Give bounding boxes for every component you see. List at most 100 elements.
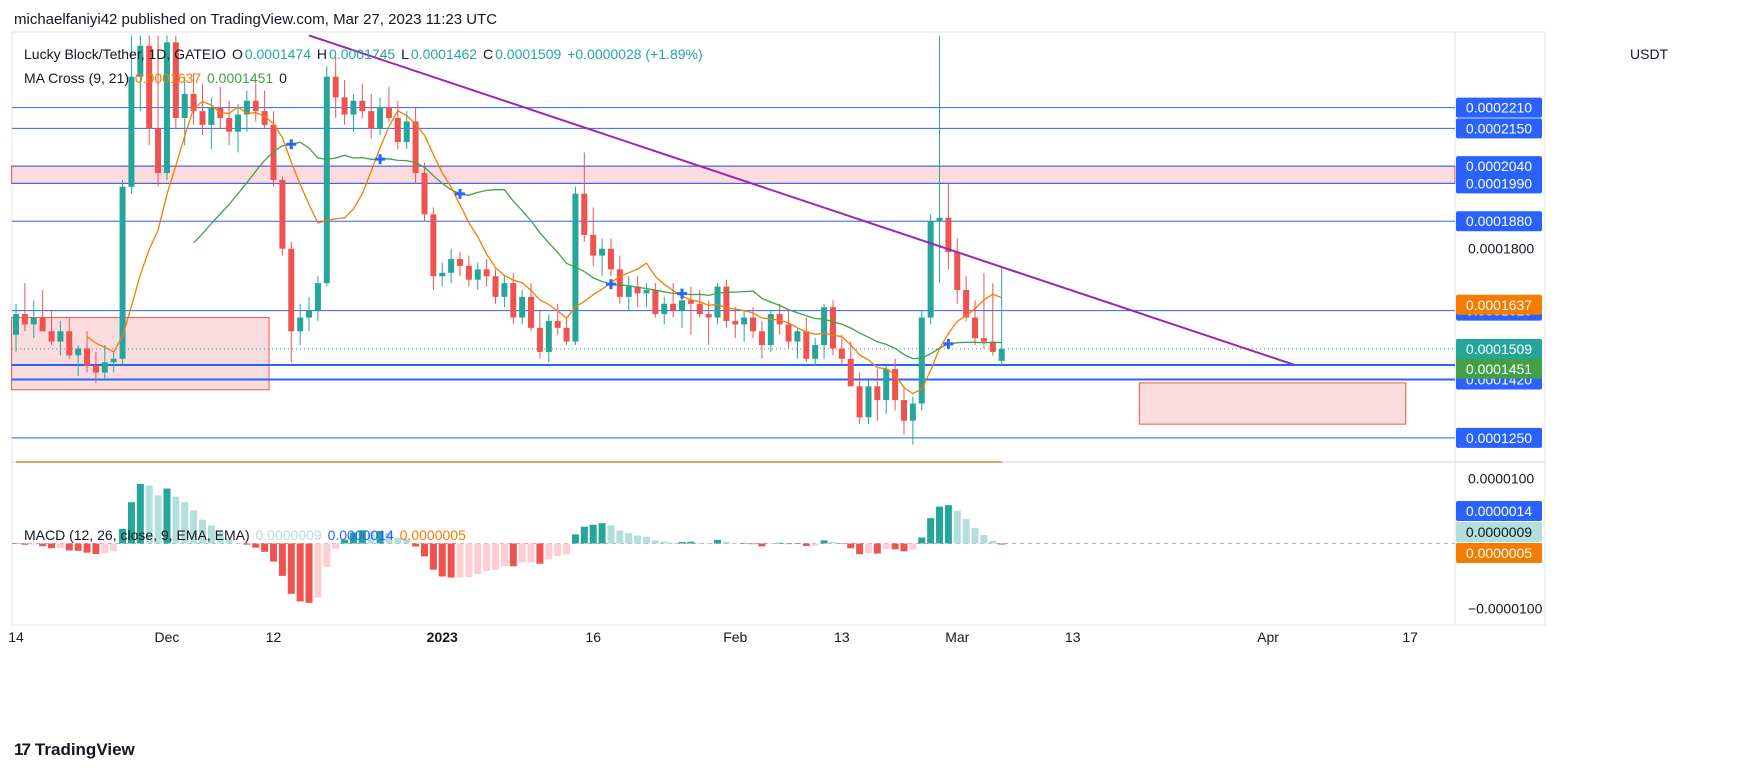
candle-up	[243, 100, 250, 115]
macd-histogram-bar	[420, 543, 428, 557]
macd-histogram-bar	[953, 510, 961, 544]
macd-histogram-bar	[83, 543, 91, 553]
candle-down	[758, 331, 765, 346]
candle-down	[829, 307, 836, 349]
macd-histogram-bar	[669, 542, 677, 544]
price-tick-label: 0.0001800	[1468, 241, 1534, 257]
macd-histogram-bar	[856, 543, 864, 555]
macd-histogram-bar	[305, 543, 313, 603]
macd-histogram-bar	[119, 528, 127, 544]
macd-histogram-bar	[518, 543, 526, 563]
candle-up	[30, 317, 37, 325]
candle-up	[306, 310, 313, 318]
candle-down	[483, 269, 490, 277]
level-badge-bg	[1456, 211, 1542, 232]
open-label: O	[231, 46, 243, 62]
macd-histogram-bar	[296, 543, 304, 602]
candle-up	[679, 300, 685, 311]
time-tick-label: Mar	[945, 629, 969, 645]
close-label: C	[482, 46, 494, 62]
macd-histogram-bar	[829, 541, 837, 544]
macd-histogram-bar	[944, 505, 952, 544]
currency-label: USDT	[1630, 46, 1669, 62]
candle-down	[972, 317, 979, 339]
close-value: 0.0001509	[495, 46, 562, 62]
macd-histogram-bar	[323, 543, 331, 567]
ma-label[interactable]: MA Cross (9, 21)	[24, 70, 130, 86]
macd-hist-value: 0.0000009	[255, 527, 322, 543]
ma-fast-line	[86, 100, 1002, 395]
candle-down	[874, 386, 881, 401]
candle-down	[261, 111, 268, 125]
candle-down	[465, 265, 472, 280]
macd-label[interactable]: MACD (12, 26, close, 9, EMA, EMA)	[24, 527, 250, 543]
level-badge: 0.0001880	[1466, 213, 1532, 229]
candle-down	[155, 128, 162, 174]
price-badge: 0.0001509	[1466, 341, 1532, 357]
candle-up	[909, 403, 916, 421]
symbol-label[interactable]: Lucky Block/Tether, 1D, GATEIO	[24, 46, 227, 62]
candle-up	[439, 272, 446, 277]
macd-histogram-bar	[48, 543, 56, 549]
macd-histogram-bar	[270, 543, 278, 562]
macd-histogram-bar	[962, 519, 970, 544]
candle-up	[110, 358, 117, 363]
level-badge: 0.0002210	[1466, 100, 1532, 116]
macd-histogram-bar	[483, 543, 491, 571]
macd-histogram-bar	[465, 543, 473, 578]
candle-up	[741, 317, 748, 325]
macd-histogram-bar	[261, 543, 269, 552]
macd-histogram-bar	[714, 539, 722, 544]
macd-histogram-bar	[403, 538, 411, 544]
candle-down	[412, 121, 419, 174]
candle-down	[146, 45, 153, 129]
candle-down	[954, 252, 961, 290]
candle-up	[75, 348, 82, 356]
macd-histogram-bar	[936, 506, 944, 544]
candle-down	[457, 259, 463, 266]
time-tick-label: 14	[8, 629, 24, 645]
ma-cross-marker	[286, 139, 297, 150]
candle-down	[723, 286, 730, 321]
macd-histogram-bar	[563, 543, 571, 555]
macd-histogram-bar	[163, 488, 171, 544]
macd-histogram-bar	[527, 543, 535, 563]
macd-histogram-bar	[278, 543, 286, 576]
macd-badge: 0.0000009	[1466, 524, 1532, 540]
macd-histogram-bar	[243, 543, 251, 545]
macd-histogram-bar	[838, 543, 846, 544]
candle-down	[989, 341, 996, 352]
macd-histogram-bar	[900, 543, 908, 552]
candle-down	[536, 327, 543, 352]
candle-down	[39, 317, 46, 332]
ma-cross-marker	[605, 279, 616, 290]
descending-trendline	[308, 34, 1296, 366]
macd-histogram-bar	[989, 540, 997, 544]
macd-histogram-bar	[705, 543, 713, 544]
brand-name: TradingView	[34, 740, 135, 759]
ma-slow-line	[193, 141, 1002, 360]
macd-histogram-bar	[873, 543, 881, 554]
candle-up	[163, 42, 170, 174]
time-tick-label: Apr	[1257, 629, 1279, 645]
macd-histogram-bar	[172, 496, 180, 544]
candle-up	[794, 331, 801, 342]
macd-histogram-bar	[731, 543, 739, 544]
candle-down	[803, 331, 810, 359]
candle-up	[377, 107, 384, 129]
candle-down	[892, 369, 899, 401]
macd-histogram-bar	[909, 543, 917, 550]
candle-up	[714, 286, 721, 318]
macd-histogram-bar	[971, 528, 979, 544]
macd-badge-bg	[1456, 501, 1542, 521]
macd-histogram-bar	[722, 541, 730, 544]
time-tick-label: Feb	[723, 629, 747, 645]
candle-up	[128, 76, 135, 187]
macd-histogram-bar	[811, 543, 819, 546]
candle-up	[545, 320, 552, 352]
candle-down	[288, 248, 295, 332]
candle-down	[945, 217, 952, 253]
candle-up	[643, 290, 650, 294]
macd-histogram-bar	[998, 543, 1006, 545]
